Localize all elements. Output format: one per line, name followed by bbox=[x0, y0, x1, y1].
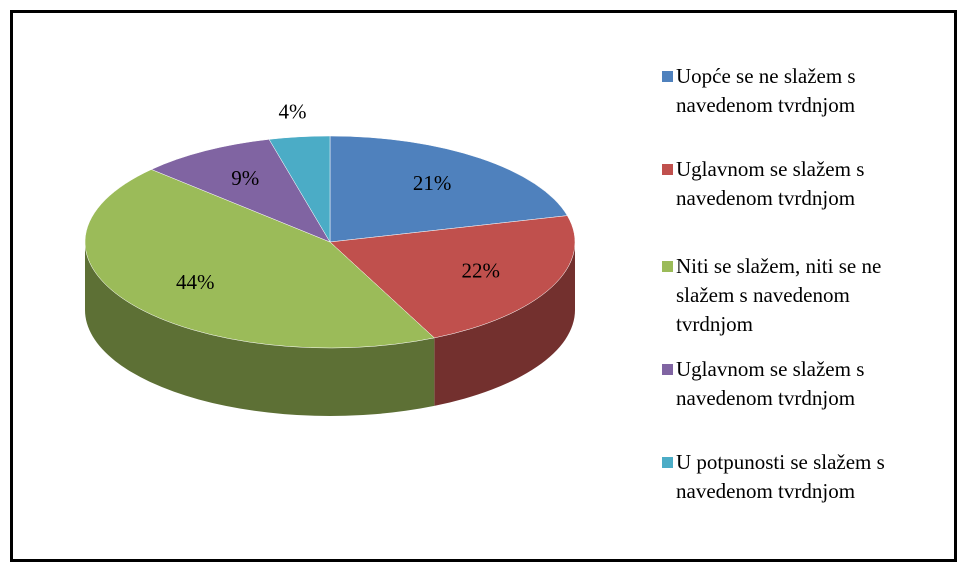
legend-swatch bbox=[662, 457, 673, 468]
pie-slice bbox=[84, 169, 435, 349]
legend-swatch bbox=[662, 364, 673, 375]
data-label: 9% bbox=[231, 166, 259, 190]
pie-slice bbox=[150, 139, 331, 243]
legend-label: U potpunosti se slažem s navedenom tvrdn… bbox=[676, 450, 885, 503]
legend-swatch bbox=[662, 164, 673, 175]
legend-item: Uglavnom se slažem s navedenom tvrdnjom bbox=[662, 155, 926, 213]
pie-slice bbox=[329, 215, 576, 339]
legend-item: Uopće se ne slažem s navedenom tvrdnjom bbox=[662, 62, 926, 120]
legend-swatch bbox=[662, 71, 673, 82]
pie-slice-side bbox=[434, 242, 575, 406]
legend-label: Niti se slažem, niti se ne slažem s nave… bbox=[676, 254, 882, 336]
data-label: 44% bbox=[176, 270, 215, 294]
data-label: 22% bbox=[461, 259, 500, 283]
legend-item: Niti se slažem, niti se ne slažem s nave… bbox=[662, 252, 926, 339]
legend-label: Uglavnom se slažem s navedenom tvrdnjom bbox=[676, 157, 865, 210]
legend-label: Uglavnom se slažem s navedenom tvrdnjom bbox=[676, 357, 865, 410]
legend-label: Uopće se ne slažem s navedenom tvrdnjom bbox=[676, 64, 856, 117]
data-label: 21% bbox=[413, 171, 452, 195]
legend-swatch bbox=[662, 261, 673, 272]
chart-frame bbox=[10, 10, 957, 562]
pie-slice bbox=[268, 135, 331, 243]
legend-item: Uglavnom se slažem s navedenom tvrdnjom bbox=[662, 355, 926, 413]
pie-slice-side bbox=[85, 242, 435, 416]
data-label: 4% bbox=[279, 100, 307, 124]
legend-item: U potpunosti se slažem s navedenom tvrdn… bbox=[662, 448, 926, 506]
pie-slice bbox=[329, 135, 568, 243]
